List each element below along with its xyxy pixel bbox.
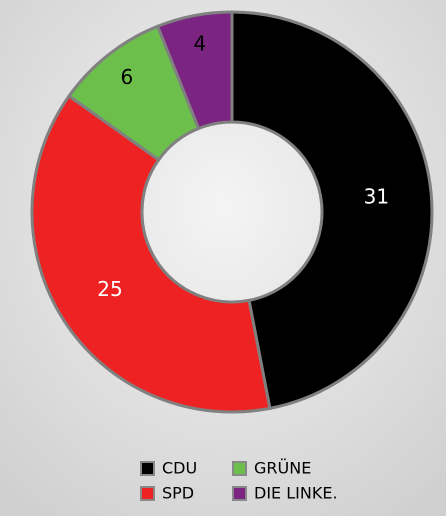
legend-swatch: [140, 486, 155, 501]
data-label: 4: [193, 32, 206, 56]
legend-label: DIE LINKE.: [254, 484, 338, 503]
donut-slice: [30, 93, 272, 414]
donut-slice: [155, 10, 234, 131]
legend-label: GRÜNE: [254, 459, 311, 478]
legend-swatch: [232, 486, 247, 501]
donut-slice: [230, 10, 434, 411]
data-label: 31: [364, 185, 389, 209]
legend-label: SPD: [162, 484, 194, 503]
legend-swatch: [140, 461, 155, 476]
legend-swatch: [232, 461, 247, 476]
legend-label: CDU: [162, 459, 197, 478]
data-label: 25: [97, 277, 122, 301]
data-label: 6: [121, 65, 134, 89]
